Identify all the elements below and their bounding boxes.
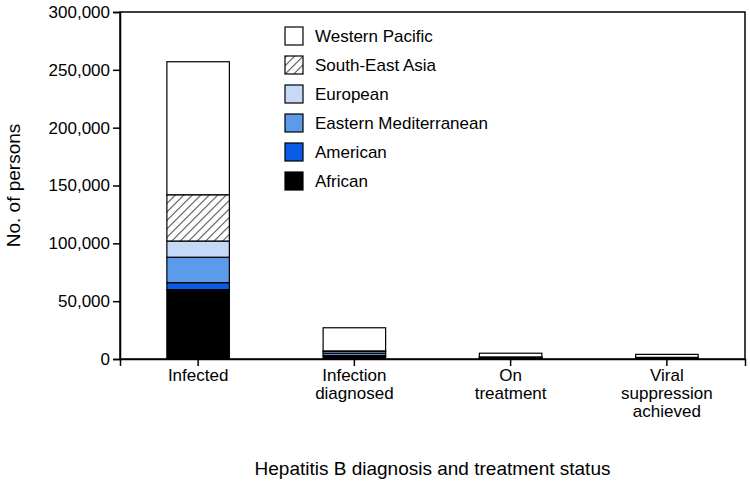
- bar-segment: [323, 328, 386, 351]
- legend-label: Western Pacific: [315, 27, 433, 46]
- legend-item: African: [285, 172, 368, 191]
- bar-segment: [323, 351, 386, 353]
- x-tick-mark: [197, 359, 199, 366]
- y-tick-label: 200,000: [49, 119, 110, 138]
- bar-segment: [167, 195, 230, 241]
- y-tick-mark: [113, 127, 120, 129]
- y-tick-mark: [113, 243, 120, 245]
- plot: 0 50,000 100,000 150,000 200,000 250,000 300,0…: [49, 3, 746, 421]
- y-tick-label: 50,000: [58, 292, 110, 311]
- x-tick-label: Ontreatment: [475, 366, 547, 403]
- y-tick-label: 250,000: [49, 61, 110, 80]
- legend-swatch: [285, 114, 303, 132]
- legend-label: American: [315, 143, 387, 162]
- bar-segment: [636, 354, 699, 357]
- y-tick-mark: [113, 359, 120, 361]
- legend-item: South-East Asia: [285, 56, 437, 75]
- y-tick: 0: [101, 350, 120, 369]
- x-axis: Infected Infectiondiagnosed Ontreatment Vir…: [121, 359, 746, 421]
- y-tick: 200,000: [49, 119, 120, 138]
- y-axis-title: No. of persons: [3, 124, 24, 248]
- y-tick: 100,000: [49, 234, 120, 253]
- bars: [167, 62, 698, 359]
- x-tick: Infectiondiagnosed: [315, 359, 393, 403]
- x-tick: Viralsuppressionachieved: [621, 359, 713, 421]
- bar-segment: [479, 353, 542, 357]
- legend: Western Pacific South-East Asia European Ea…: [285, 27, 488, 191]
- x-tick-label: Infected: [168, 366, 229, 385]
- legend-swatch: [285, 143, 303, 161]
- bar-segment: [167, 241, 230, 257]
- x-tick-label: Viralsuppressionachieved: [621, 366, 713, 421]
- legend-item: European: [285, 85, 389, 104]
- bar-segment: [167, 257, 230, 282]
- y-tick-label: 100,000: [49, 234, 110, 253]
- x-tick: Infected: [168, 359, 229, 385]
- y-tick-mark: [113, 70, 120, 72]
- y-tick-mark: [113, 301, 120, 303]
- legend-item: Western Pacific: [285, 27, 433, 46]
- y-tick-mark: [113, 12, 120, 14]
- y-tick-mark: [113, 185, 120, 187]
- y-tick: 250,000: [49, 61, 120, 80]
- y-axis: 0 50,000 100,000 150,000 200,000 250,000 300,0…: [49, 3, 121, 369]
- legend-swatch: [285, 56, 303, 74]
- legend-label: European: [315, 85, 389, 104]
- chart: 0 50,000 100,000 150,000 200,000 250,000 300,0…: [0, 0, 750, 483]
- y-tick: 50,000: [58, 292, 120, 311]
- legend-swatch: [285, 85, 303, 103]
- legend-label: African: [315, 172, 368, 191]
- x-tick-mark: [510, 359, 512, 366]
- y-tick-label: 0: [101, 350, 110, 369]
- legend-item: American: [285, 143, 387, 162]
- legend-swatch: [285, 27, 303, 45]
- y-tick: 300,000: [49, 3, 120, 22]
- legend-label: South-East Asia: [315, 56, 437, 75]
- x-tick-mark: [354, 359, 356, 366]
- bar-segment: [167, 283, 230, 290]
- y-axis-line: [113, 13, 121, 360]
- bar-segment: [167, 62, 230, 195]
- y-tick-label: 300,000: [49, 3, 110, 22]
- legend-label: Eastern Mediterranean: [315, 114, 488, 133]
- bar-segment: [167, 290, 230, 359]
- x-tick: Ontreatment: [475, 359, 547, 403]
- legend-swatch: [285, 172, 303, 190]
- x-tick-mark: [666, 359, 668, 366]
- y-tick: 150,000: [49, 176, 120, 195]
- x-axis-title: Hepatitis B diagnosis and treatment stat…: [255, 458, 611, 479]
- plot-frame: [120, 12, 745, 359]
- x-tick-label: Infectiondiagnosed: [315, 366, 393, 403]
- y-tick-label: 150,000: [49, 176, 110, 195]
- legend-item: Eastern Mediterranean: [285, 114, 488, 133]
- x-axis-line: [121, 360, 746, 367]
